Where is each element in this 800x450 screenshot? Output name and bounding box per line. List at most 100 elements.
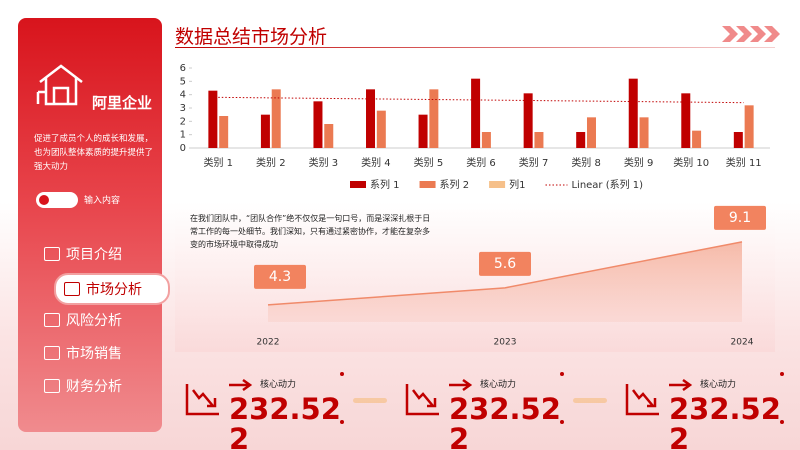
area: [268, 241, 742, 322]
company: 阿里企业: [92, 94, 153, 112]
stat-arrow: [229, 376, 255, 392]
bar: [523, 93, 533, 148]
button-label[interactable]: 输入内容: [84, 196, 121, 206]
stat-label: 核心动力: [700, 380, 737, 390]
label-box: [254, 264, 306, 289]
logo-icon: [36, 64, 83, 106]
x-tick-label: 类别 4: [361, 156, 391, 169]
nav-item[interactable]: 项目介绍: [36, 240, 164, 268]
bar: [366, 89, 376, 148]
line: [267, 241, 743, 306]
nav-item[interactable]: 财务分析: [36, 372, 164, 400]
nav-item[interactable]: 风险分析: [36, 306, 164, 334]
nav-label: 市场销售: [66, 346, 122, 362]
x-tick-label: 类别 7: [519, 156, 549, 169]
nav-label: 项目介绍: [66, 247, 122, 263]
value-label: 9.1: [729, 210, 751, 226]
stat-value: 232.522: [449, 392, 561, 450]
label-box: [479, 251, 531, 276]
label-box: [714, 205, 766, 230]
value-label: 4.3: [269, 269, 291, 285]
chevrons: [722, 26, 780, 42]
legend-swatch: [350, 181, 366, 188]
divider: [353, 398, 387, 403]
bar: [586, 117, 596, 148]
y-tick-label: 3: [180, 103, 186, 114]
bar: [744, 105, 754, 148]
y-tick-label: 2: [180, 116, 186, 127]
stat-icon: [185, 382, 221, 416]
bar: [534, 132, 544, 148]
x-tick-label: 类别 9: [624, 156, 654, 169]
paragraph: 在我们团队中，“团队合作”绝不仅仅是一句口号，而是深深扎根于日常工作的每一处细节…: [190, 214, 431, 249]
bar: [628, 78, 638, 148]
nav-icon: [44, 247, 60, 261]
nav-label: 风险分析: [66, 313, 122, 329]
nav-icon: [44, 379, 60, 393]
x-tick-label: 2024: [731, 338, 754, 348]
stat-value: 232.522: [669, 392, 781, 450]
area-chart: 2022 4.3 2023 5.6 2024 9.1: [254, 205, 766, 348]
x-tick-label: 类别 8: [571, 156, 601, 169]
legend-swatch: [419, 181, 436, 188]
toggle[interactable]: [36, 192, 78, 208]
nav-item[interactable]: 市场销售: [36, 339, 164, 367]
bar-chart: 0 1 2 3 4 5 6 类别 1 类别 2 类别 3 类别 4 类别 5 类别 6 类别 7 类别 8 类…: [180, 63, 770, 191]
y-tick-label: 4: [180, 90, 186, 101]
bar: [376, 110, 386, 148]
value-label: 5.6: [494, 256, 516, 272]
dot: [780, 372, 784, 376]
dot: [780, 420, 784, 424]
bar: [208, 90, 218, 148]
bar: [219, 116, 229, 148]
nav-label: 财务分析: [66, 379, 122, 395]
nav-icon: [64, 282, 80, 296]
x-tick-label: 类别 2: [256, 156, 286, 169]
x-tick-label: 类别 11: [726, 156, 762, 169]
x-tick-label: 类别 3: [309, 156, 339, 169]
x-tick-label: 类别 1: [203, 156, 233, 169]
dot: [560, 420, 564, 424]
x-tick-label: 2023: [494, 338, 517, 348]
x-tick-label: 2022: [257, 338, 280, 348]
dot: [560, 372, 564, 376]
bar: [471, 78, 481, 148]
stat-arrow: [449, 376, 475, 392]
legend-label: Linear (系列 1): [571, 178, 643, 191]
bar: [733, 132, 743, 148]
stat-icon: [405, 382, 441, 416]
legend-label: 系列 1: [370, 178, 400, 191]
trendline: [218, 96, 744, 104]
nav-icon: [44, 346, 60, 360]
title: 数据总结市场分析: [175, 26, 328, 48]
stat-value: 232.522: [229, 392, 341, 450]
y-tick-label: 0: [180, 143, 186, 154]
bar: [639, 117, 649, 148]
legend-label: 系列 2: [440, 178, 470, 191]
bar: [681, 93, 691, 148]
divider: [573, 398, 607, 403]
bar: [260, 114, 270, 148]
bar: [313, 101, 323, 148]
nav-item[interactable]: 市场分析: [54, 273, 170, 305]
nav-label: 市场分析: [86, 282, 142, 298]
title-rule: [175, 47, 775, 48]
bar: [324, 124, 334, 148]
y-tick-label: 6: [180, 63, 186, 74]
y-tick-label: 1: [180, 130, 186, 141]
bar: [576, 132, 586, 148]
sidebar: 阿里企业 促进了成员个人的成长和发展，也为团队整体素质的提升提供了强大动力 输入…: [18, 18, 162, 432]
stat-icon: [625, 382, 661, 416]
dot: [340, 372, 344, 376]
x-tick-label: 类别 6: [466, 156, 496, 169]
nav-icon: [44, 313, 60, 327]
stat-label: 核心动力: [260, 380, 297, 390]
legend-label: 列1: [509, 178, 525, 191]
bar: [271, 89, 281, 148]
stat-label: 核心动力: [480, 380, 517, 390]
y-tick-label: 5: [180, 76, 186, 87]
bar: [418, 114, 428, 148]
bar: [481, 132, 491, 148]
x-tick-label: 类别 10: [673, 156, 709, 169]
dot: [340, 420, 344, 424]
